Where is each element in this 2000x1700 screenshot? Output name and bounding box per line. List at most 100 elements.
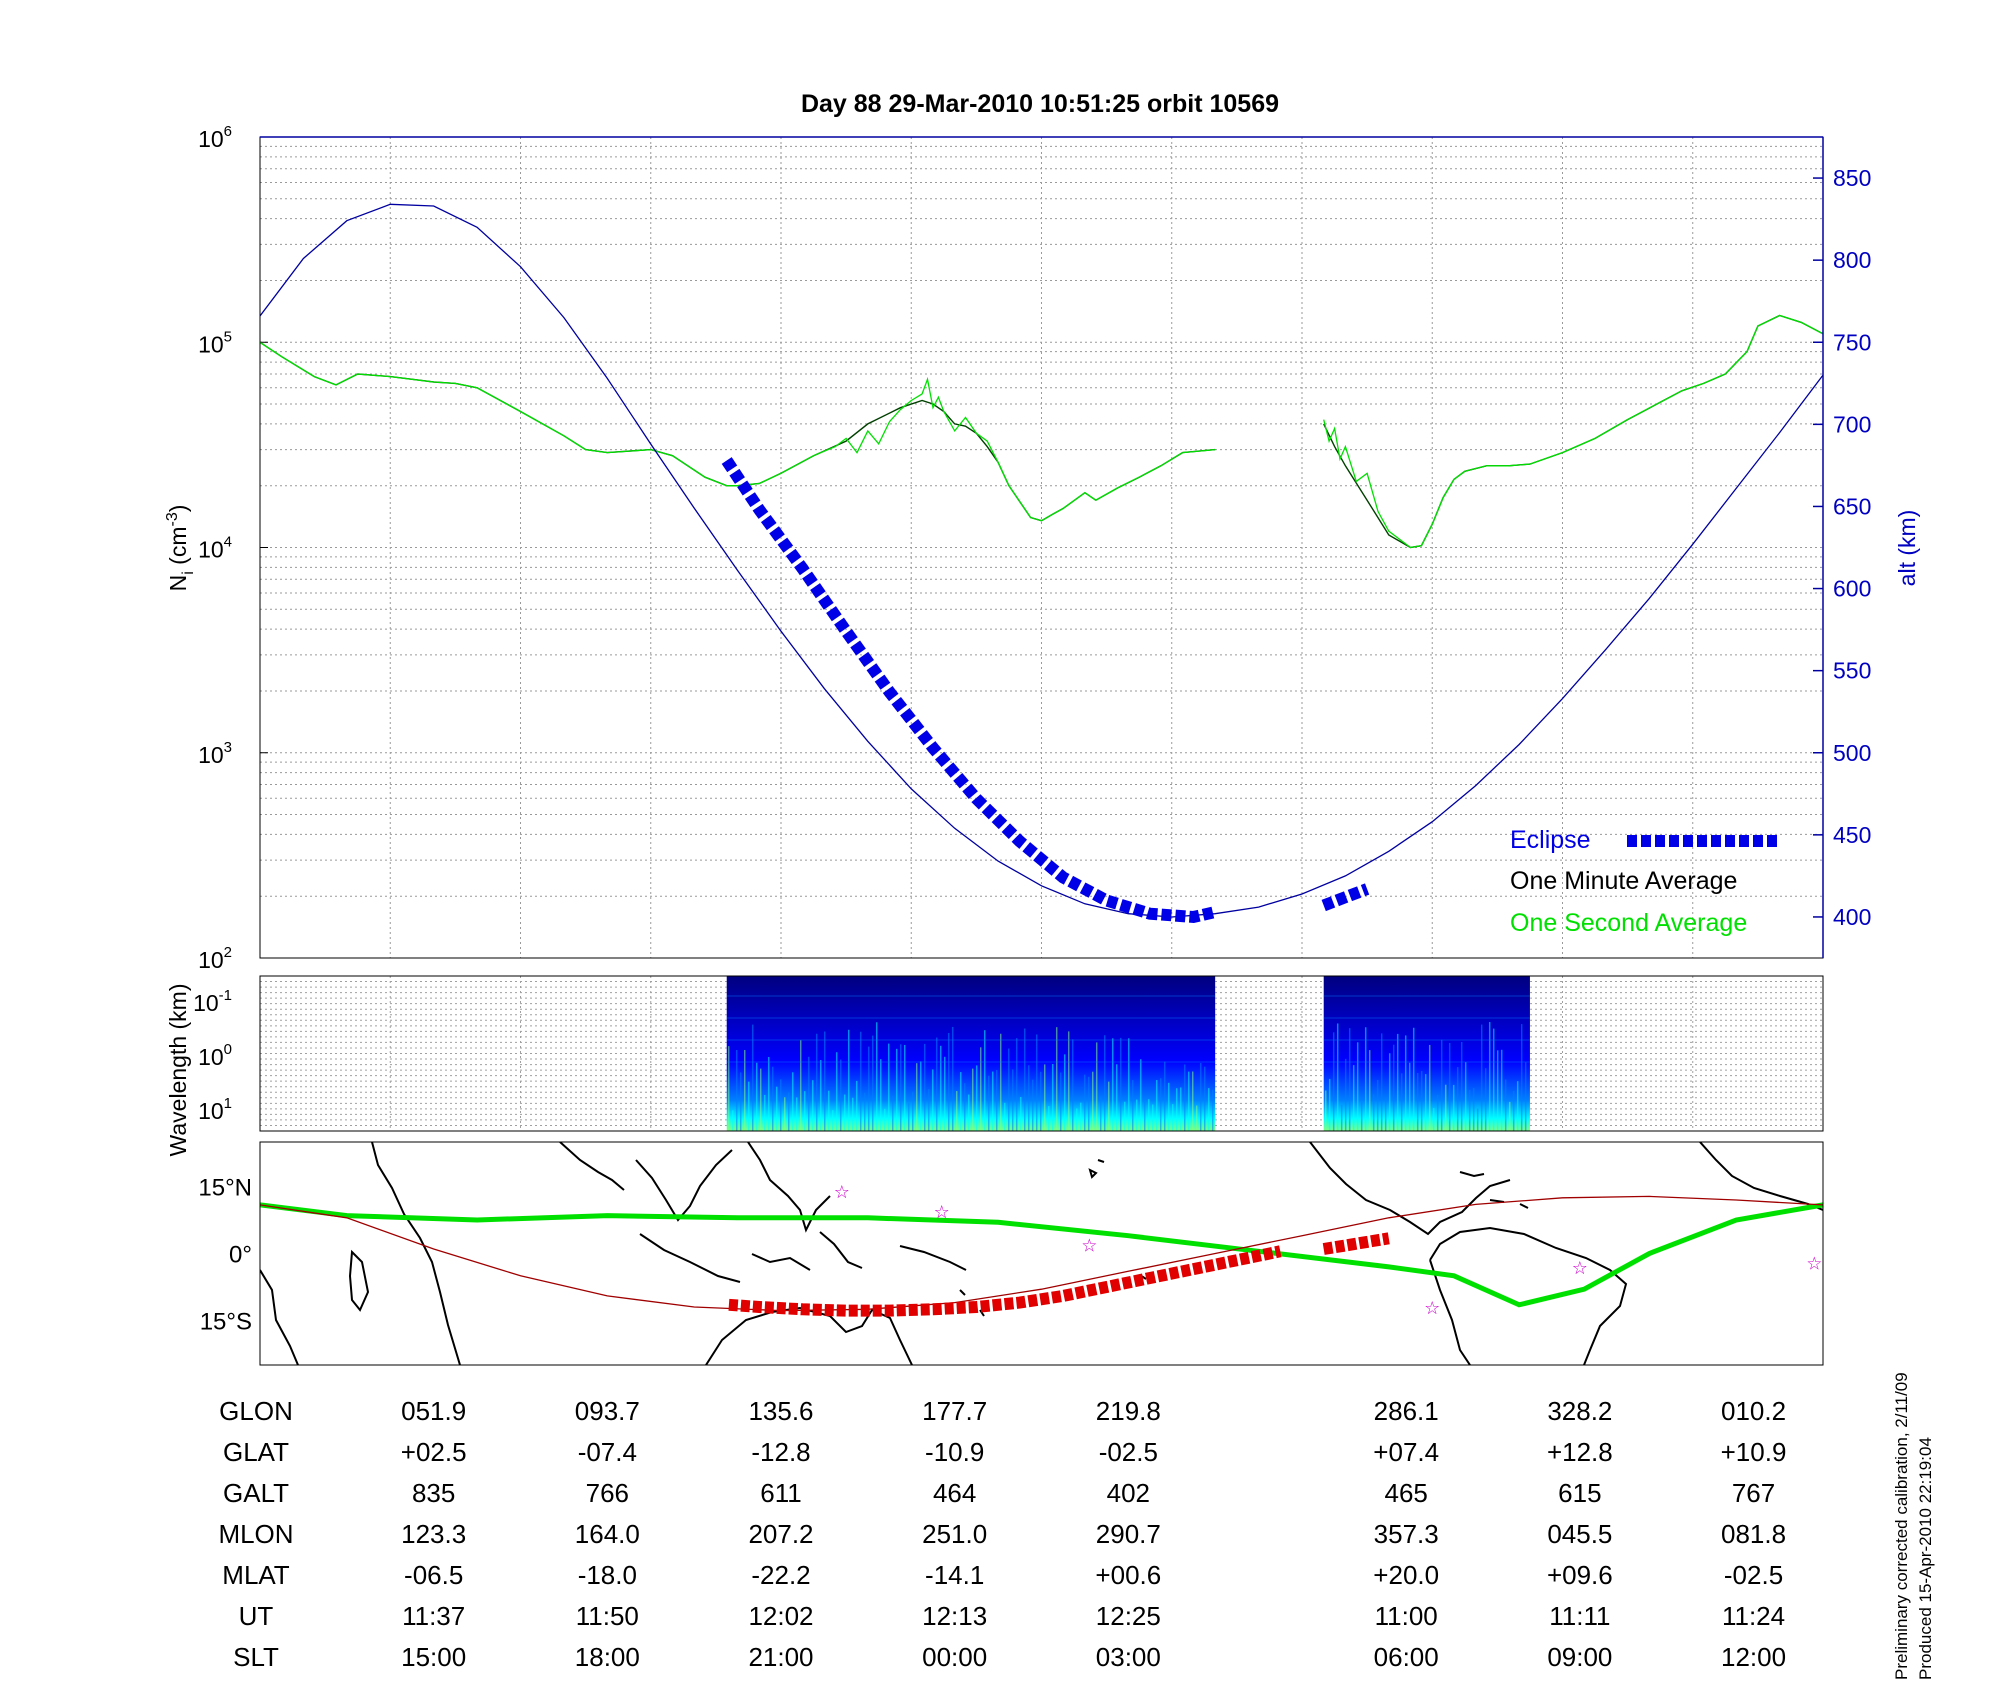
param-cell: 123.3 xyxy=(401,1519,466,1549)
param-row-label: GALT xyxy=(223,1478,289,1508)
figure-title: Day 88 29-Mar-2010 10:51:25 orbit 10569 xyxy=(801,90,1279,118)
density-ylabel-unit: (cm xyxy=(165,527,191,572)
param-cell: 11:00 xyxy=(1375,1601,1438,1631)
param-cell: -10.9 xyxy=(925,1437,984,1467)
param-cell: 286.1 xyxy=(1374,1396,1439,1426)
param-cell: -07.4 xyxy=(578,1437,637,1467)
altitude-y-ticks: 400 450 500 550 600 650 700 750 800 850 xyxy=(1813,165,1871,930)
param-cell: 164.0 xyxy=(575,1519,640,1549)
star-marker: ☆ xyxy=(1081,1236,1097,1257)
spectrogram-frame xyxy=(259,975,1824,1132)
se-asia-coast xyxy=(747,1142,831,1233)
density-ylabel-close: ) xyxy=(165,505,191,513)
param-cell: 12:13 xyxy=(922,1601,987,1631)
map-eclipse-track xyxy=(728,1245,1282,1317)
param-cell: 11:11 xyxy=(1549,1601,1610,1631)
param-cell: -12.8 xyxy=(751,1437,810,1467)
spectrogram-blocks xyxy=(726,976,1530,1131)
param-cell: +07.4 xyxy=(1373,1437,1439,1467)
legend-one-second-label: One Second Average xyxy=(1510,909,1747,937)
africa-west-coast xyxy=(260,1269,299,1365)
param-cell: 766 xyxy=(586,1478,629,1508)
pacific-islands xyxy=(959,1159,1147,1317)
wavelength-tick-label: 101 xyxy=(198,1095,232,1124)
param-cell: 464 xyxy=(933,1478,976,1508)
param-cell: 835 xyxy=(412,1478,455,1508)
star-marker: ☆ xyxy=(1424,1298,1440,1319)
param-cell: 135.6 xyxy=(748,1396,813,1426)
altitude-tick-label: 450 xyxy=(1833,822,1871,848)
star-marker: ☆ xyxy=(1806,1253,1822,1274)
density-tick-label: 104 xyxy=(198,534,232,563)
altitude-tick-label: 500 xyxy=(1833,740,1871,766)
param-cell: 11:24 xyxy=(1722,1601,1785,1631)
altitude-ylabel: alt (km) xyxy=(1894,510,1920,587)
param-cell: 21:00 xyxy=(748,1642,813,1672)
side-note-produced: Produced 15-Apr-2010 22:19:04 xyxy=(1916,1437,1935,1680)
ground-track-map-panel: ☆ ☆ ☆ ☆ ☆ ☆ 15°N 0° 15°S xyxy=(198,1141,1824,1366)
param-cell: 402 xyxy=(1107,1478,1150,1508)
south-america-coast xyxy=(1429,1226,1628,1365)
side-note-calibration: Preliminary corrected calibration, 2/11/… xyxy=(1892,1372,1911,1680)
param-cell: 00:00 xyxy=(922,1642,987,1672)
legend-one-minute-label: One Minute Average xyxy=(1510,867,1737,895)
orbit-parameter-table: GLON 051.9 093.7 135.6 177.7 219.8 286.1 328.2 0… xyxy=(218,1396,1786,1672)
map-eclipse-track xyxy=(1322,1232,1390,1255)
param-cell: 357.3 xyxy=(1374,1519,1439,1549)
param-cell: -06.5 xyxy=(404,1560,463,1590)
param-row-label: GLAT xyxy=(223,1437,289,1467)
latitude-tick-label: 0° xyxy=(229,1242,252,1269)
param-cell: -22.2 xyxy=(751,1560,810,1590)
altitude-tick-label: 750 xyxy=(1833,329,1871,355)
density-tick-label: 105 xyxy=(198,328,232,357)
param-cell: 767 xyxy=(1732,1478,1775,1508)
altitude-tick-label: 650 xyxy=(1833,493,1871,519)
density-y-ticks: 102 103 104 105 106 xyxy=(198,123,268,973)
param-row-label: MLON xyxy=(218,1519,293,1549)
indonesia-coast xyxy=(639,1231,863,1283)
north-america-coast xyxy=(1309,1142,1511,1236)
param-cell: 06:00 xyxy=(1374,1642,1439,1672)
latitude-tick-label: 15°S xyxy=(200,1308,252,1335)
param-cell: +10.9 xyxy=(1721,1437,1787,1467)
param-cell: 290.7 xyxy=(1096,1519,1161,1549)
density-tick-label: 103 xyxy=(198,739,232,768)
star-marker: ☆ xyxy=(834,1182,850,1203)
param-cell: -14.1 xyxy=(925,1560,984,1590)
param-cell: 611 xyxy=(760,1478,801,1508)
map-tracks: ☆ ☆ ☆ ☆ ☆ ☆ xyxy=(260,1182,1823,1319)
param-cell: 045.5 xyxy=(1547,1519,1612,1549)
param-cell: 010.2 xyxy=(1721,1396,1786,1426)
altitude-tick-label: 700 xyxy=(1833,411,1871,437)
param-cell: -02.5 xyxy=(1724,1560,1783,1590)
altitude-tick-label: 600 xyxy=(1833,576,1871,602)
series-one-second-average xyxy=(260,341,1216,522)
wavelength-tick-label: 10-1 xyxy=(193,987,232,1016)
density-ylabel-sup: -3 xyxy=(164,512,181,526)
param-cell: 051.9 xyxy=(401,1396,466,1426)
param-cell: +00.6 xyxy=(1095,1560,1161,1590)
param-cell: 081.8 xyxy=(1721,1519,1786,1549)
spectrogram-ylabel: Wavelength (km) xyxy=(165,984,191,1157)
map-frame xyxy=(259,1141,1824,1366)
map-track xyxy=(260,1202,1823,1308)
spectrogram-data-block xyxy=(1323,976,1530,1131)
param-cell: 12:25 xyxy=(1096,1601,1161,1631)
altitude-tick-label: 850 xyxy=(1833,165,1871,191)
param-cell: 03:00 xyxy=(1096,1642,1161,1672)
param-cell: +02.5 xyxy=(401,1437,467,1467)
arabia-coast xyxy=(559,1142,625,1191)
param-row-label: UT xyxy=(239,1601,274,1631)
density-altitude-panel: 102 103 104 105 106 400 450 500 550 600 650 700 750… xyxy=(164,123,1920,973)
star-marker: ☆ xyxy=(1572,1258,1588,1279)
param-row-label: MLAT xyxy=(222,1560,290,1590)
param-cell: 15:00 xyxy=(401,1642,466,1672)
coastlines xyxy=(260,1142,1823,1365)
param-cell: 615 xyxy=(1558,1478,1601,1508)
param-cell: 12:00 xyxy=(1721,1642,1786,1672)
spectrogram-y-ticks: 10-1 100 101 xyxy=(193,987,232,1124)
param-row-label: GLON xyxy=(219,1396,293,1426)
madagascar-coast xyxy=(348,1249,370,1312)
density-ylabel: Ni (cm-3) xyxy=(164,505,197,592)
